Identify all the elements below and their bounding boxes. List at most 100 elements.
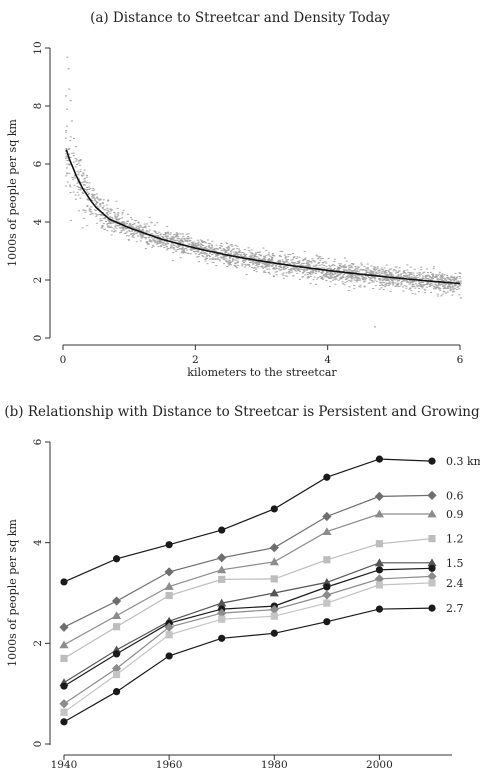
scatter-point	[439, 279, 441, 280]
scatter-point	[258, 254, 261, 256]
scatter-point	[348, 276, 351, 278]
scatter-point	[355, 281, 358, 283]
scatter-point	[367, 269, 370, 271]
scatter-point	[454, 285, 457, 286]
scatter-point	[80, 174, 83, 176]
scatter-point	[449, 286, 452, 288]
scatter-point	[108, 227, 111, 229]
scatter-point	[270, 259, 273, 260]
scatter-point	[386, 274, 389, 276]
scatter-point	[68, 164, 71, 166]
scatter-point	[311, 271, 314, 273]
scatter-point	[423, 284, 426, 286]
scatter-point	[251, 253, 254, 255]
scatter-point	[114, 216, 117, 218]
scatter-point	[201, 253, 204, 254]
scatter-point	[450, 289, 453, 291]
scatter-point	[134, 220, 137, 221]
series-marker	[60, 578, 68, 586]
scatter-point	[412, 281, 415, 282]
scatter-point	[244, 255, 247, 257]
scatter-point	[227, 261, 230, 263]
scatter-point	[443, 291, 446, 293]
series-label: 2.7	[446, 602, 464, 615]
series-marker	[217, 565, 227, 574]
scatter-point	[164, 236, 167, 238]
scatter-point	[444, 288, 447, 290]
scatter-point	[191, 242, 194, 244]
scatter-point	[216, 258, 219, 260]
scatter-point	[197, 241, 200, 243]
scatter-point	[131, 233, 134, 235]
scatter-point	[410, 290, 413, 292]
scatter-point	[333, 269, 335, 270]
scatter-point	[299, 270, 301, 272]
scatter-point	[227, 259, 230, 261]
scatter-point	[366, 263, 369, 265]
scatter-point	[231, 245, 234, 247]
scatter-point	[101, 213, 104, 215]
scatter-point	[115, 220, 118, 222]
scatter-point	[354, 276, 357, 278]
scatter-point	[69, 156, 72, 158]
scatter-point	[405, 285, 408, 287]
scatter-point	[458, 276, 461, 277]
scatter-point	[334, 283, 337, 285]
scatter-point	[247, 259, 250, 261]
scatter-point	[74, 194, 77, 196]
x-tick-label: 1980	[261, 759, 288, 768]
scatter-point	[299, 264, 302, 266]
scatter-point	[453, 285, 456, 287]
scatter-point	[85, 189, 88, 191]
scatter-point	[130, 226, 132, 228]
scatter-point	[348, 279, 351, 281]
y-tick-label: 2	[32, 640, 44, 647]
scatter-point	[266, 263, 268, 265]
series-line	[63, 538, 433, 659]
scatter-point	[111, 217, 114, 218]
scatter-point	[459, 273, 462, 274]
scatter-point	[437, 283, 440, 285]
scatter-point	[148, 231, 150, 233]
scatter-point	[241, 255, 244, 257]
scatter-point	[150, 240, 153, 242]
series-marker	[374, 509, 385, 518]
scatter-point	[430, 283, 432, 285]
scatter-point	[283, 265, 286, 267]
scatter-point	[75, 198, 77, 200]
scatter-point	[410, 277, 413, 279]
scatter-point	[340, 265, 343, 267]
scatter-point	[101, 202, 104, 204]
scatter-point	[436, 293, 439, 295]
scatter-point	[403, 274, 406, 276]
y-tick-label: 4	[32, 218, 44, 225]
scatter-point	[115, 227, 118, 229]
scatter-point	[78, 160, 81, 161]
scatter-point	[351, 276, 354, 278]
scatter-point	[337, 272, 340, 274]
scatter-point	[167, 242, 169, 244]
scatter-point	[430, 292, 432, 293]
scatter-point	[440, 275, 443, 277]
scatter-point	[74, 177, 77, 179]
scatter-point	[249, 251, 252, 253]
scatter-point	[333, 265, 336, 267]
scatter-point	[452, 288, 455, 290]
scatter-point	[76, 191, 79, 193]
scatter-point	[343, 267, 346, 269]
scatter-point	[100, 219, 103, 221]
scatter-point	[293, 263, 296, 265]
scatter-point	[167, 231, 169, 233]
scatter-point	[86, 206, 89, 207]
scatter-point	[397, 285, 400, 287]
scatter-point	[133, 232, 136, 234]
scatter-point	[452, 290, 455, 292]
scatter-point	[371, 281, 374, 283]
scatter-point	[170, 238, 173, 240]
scatter-point	[192, 246, 195, 248]
scatter-point	[206, 263, 209, 265]
scatter-point	[439, 276, 442, 278]
scatter-point	[289, 263, 292, 265]
panel-a-x-label: kilometers to the streetcar	[187, 366, 337, 379]
scatter-point	[426, 275, 429, 277]
